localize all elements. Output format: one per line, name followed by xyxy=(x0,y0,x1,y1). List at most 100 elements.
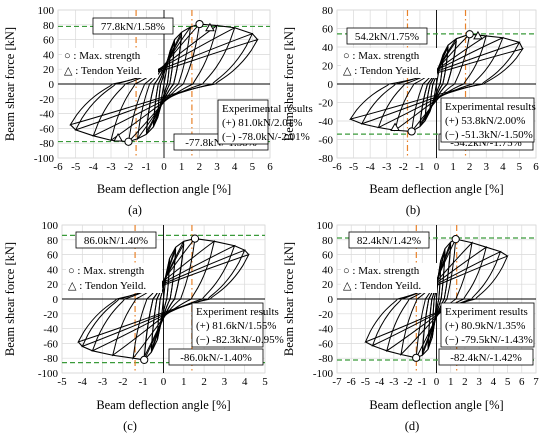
y-tick-label: -60 xyxy=(318,135,333,147)
positive-reference-label-box xyxy=(75,231,157,249)
x-tick-label: 2 xyxy=(201,376,207,388)
y-tick-label: -100 xyxy=(313,368,334,380)
chart-panel: -5 -4 -3 -2 -1 0 1 2 3 4 5 -100 -80 -60 -40 -20 0 20 40 60 8… xyxy=(3,220,284,433)
results-box-title: Experimental results xyxy=(445,101,536,113)
y-tick-label: 40 xyxy=(43,49,55,61)
hysteresis-loop xyxy=(385,246,488,352)
legend-entry-tendon-yield: △ : Tendon Yeild. xyxy=(343,65,421,77)
x-tick-label: -2 xyxy=(124,161,133,173)
y-tick-label: 60 xyxy=(322,24,334,36)
x-tick-label: -4 xyxy=(366,161,376,173)
y-tick-label: 20 xyxy=(322,61,334,73)
hysteresis-loop xyxy=(427,251,446,347)
results-box-title: Experiment results xyxy=(445,306,528,318)
x-tick-label: 5 xyxy=(262,376,268,388)
max-strength-marker xyxy=(195,19,204,29)
hysteresis-loop xyxy=(419,40,457,125)
y-tick-label: -60 xyxy=(43,338,58,350)
x-tick-label: -7 xyxy=(332,376,342,388)
hysteresis-loop xyxy=(91,244,236,352)
x-tick-label: 5 xyxy=(505,376,511,388)
tendon-yield-marker xyxy=(113,133,123,142)
max-strength-marker xyxy=(465,30,474,39)
legend-entry-max-strength: ○ : Max. strength xyxy=(343,265,420,277)
hysteresis-curve xyxy=(349,32,524,134)
chart-panel: -7 -6 -5 -4 -3 -2 -1 0 1 2 3 4 5 6 7-100-80-60-40-2002… xyxy=(282,220,539,433)
y-tick-label: -40 xyxy=(39,109,54,121)
x-tick-label: -1 xyxy=(415,161,424,173)
positive-reference-label: 82.4kN/1.42% xyxy=(357,235,421,247)
positive-reference-label: 86.0kN/1.40% xyxy=(84,235,148,247)
x-tick-label: 4 xyxy=(491,376,497,388)
x-tick-label: 0 xyxy=(161,376,167,388)
hysteresis-loop xyxy=(132,236,196,360)
x-tick-label: -2 xyxy=(399,161,408,173)
legend-entry-max-strength: ○ : Max. strength xyxy=(343,50,420,62)
x-axis-title: Beam deflection angle [%] xyxy=(96,398,230,412)
legend-background xyxy=(341,48,437,78)
y-tick-label: -60 xyxy=(39,123,54,135)
hysteresis-loop xyxy=(143,243,185,358)
x-tick-label: 6 xyxy=(533,161,539,173)
y-tick-label: 60 xyxy=(43,35,55,47)
hysteresis-loop xyxy=(424,46,449,120)
envelope-curve xyxy=(350,83,438,133)
hysteresis-loop xyxy=(415,238,457,359)
y-axis-title: Beam shear force [kN] xyxy=(3,242,17,356)
legend-entry-max-strength: ○ : Max. strength xyxy=(64,50,141,62)
x-tick-label: 2 xyxy=(462,376,468,388)
y-tick-label: 80 xyxy=(43,20,55,32)
hysteresis-loop xyxy=(127,22,201,144)
x-tick-label: -4 xyxy=(89,161,99,173)
x-tick-label: 7 xyxy=(533,376,539,388)
x-tick-label: 5 xyxy=(250,161,256,173)
y-tick-label: 80 xyxy=(322,235,334,247)
x-axis-title: Beam deflection angle [%] xyxy=(369,398,503,412)
y-tick-label: 100 xyxy=(317,220,334,232)
x-tick-label: 6 xyxy=(519,376,525,388)
x-tick-label: -2 xyxy=(403,376,412,388)
hysteresis-loop xyxy=(349,48,524,120)
y-tick-label: -60 xyxy=(318,338,333,350)
hysteresis-loop xyxy=(364,255,509,343)
max-strength-marker xyxy=(412,353,421,362)
y-axis-title: Beam shear force [kN] xyxy=(282,27,296,141)
envelope-curve xyxy=(163,23,259,85)
results-negative: (−) -78.0kN/-2.01% xyxy=(222,131,310,143)
y-tick-label: -20 xyxy=(318,98,333,110)
y-tick-label: -40 xyxy=(318,324,333,336)
x-tick-label: -3 xyxy=(106,161,116,173)
y-tick-label: 40 xyxy=(322,42,334,54)
results-box-title: Experiment results xyxy=(196,306,279,318)
x-tick-label: 2 xyxy=(197,161,203,173)
envelope-curve xyxy=(77,298,165,361)
x-tick-label: -3 xyxy=(98,376,108,388)
results-negative: (−) -51.3kN/-1.50% xyxy=(445,129,533,141)
x-tick-label: 4 xyxy=(232,161,238,173)
positive-reference-label-box xyxy=(92,17,174,35)
hysteresis-loop xyxy=(394,34,488,132)
y-axis-title: Beam shear force [kN] xyxy=(3,27,17,141)
x-tick-label: -6 xyxy=(53,161,63,173)
x-tick-label: -5 xyxy=(349,161,359,173)
legend-background xyxy=(66,263,162,293)
panel-letter: (a) xyxy=(128,203,142,217)
hysteresis-curve xyxy=(69,22,259,144)
max-strength-marker xyxy=(407,127,416,136)
y-tick-label: 60 xyxy=(322,250,334,262)
x-tick-label: -4 xyxy=(375,376,385,388)
legend-entry-max-strength: ○ : Max. strength xyxy=(68,265,145,277)
negative-reference-label-box xyxy=(438,348,534,366)
max-strength-marker xyxy=(124,137,133,146)
y-tick-label: 80 xyxy=(322,5,334,17)
x-tick-label: 3 xyxy=(484,161,490,173)
x-tick-label: 0 xyxy=(434,161,440,173)
y-tick-label: -40 xyxy=(43,324,58,336)
hysteresis-loop xyxy=(74,32,254,131)
hysteresis-loop xyxy=(69,38,259,126)
x-tick-label: -1 xyxy=(142,161,151,173)
envelope-curve xyxy=(162,238,250,300)
max-strength-marker xyxy=(140,355,149,365)
x-axis-title: Beam deflection angle [%] xyxy=(97,182,231,196)
